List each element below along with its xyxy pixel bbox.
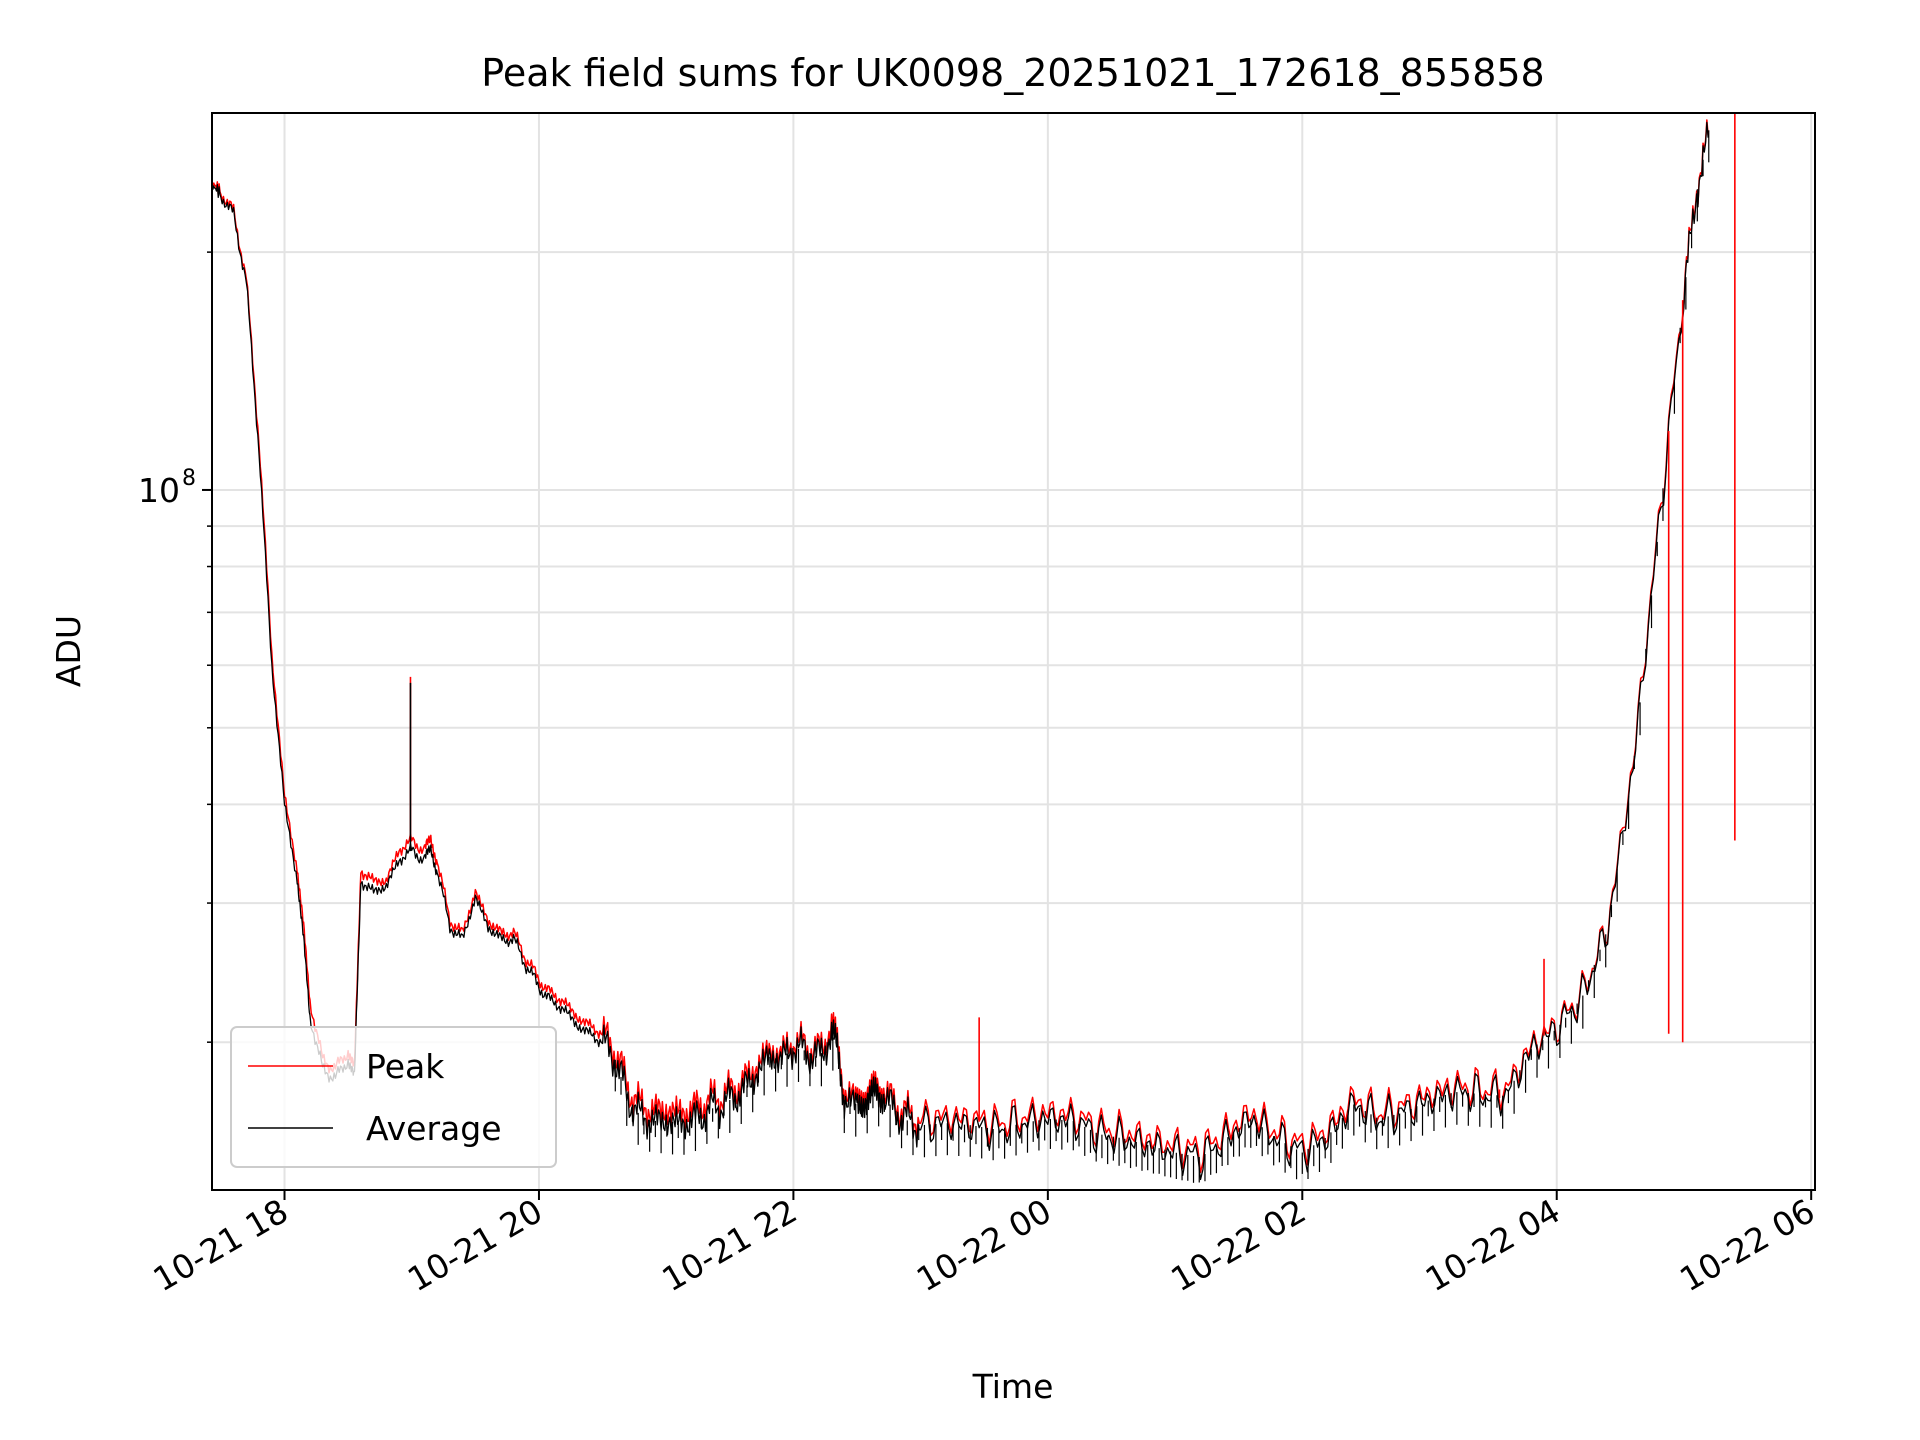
y-axis-label: ADU xyxy=(49,615,88,687)
series-line-average xyxy=(212,121,1709,1181)
plot-frame xyxy=(211,112,1816,1191)
x-tick-label: 10-21 22 xyxy=(655,1191,803,1299)
y-tick-label-exponent: 8 xyxy=(182,466,196,491)
x-tick-label: 10-22 06 xyxy=(1673,1191,1821,1299)
y-tick-label-base: 10 xyxy=(138,471,180,510)
legend-box xyxy=(230,1026,557,1168)
x-axis-label: Time xyxy=(972,1367,1054,1406)
x-tick-label: 10-21 18 xyxy=(147,1191,295,1299)
chart-title: Peak field sums for UK0098_20251021_1726… xyxy=(481,51,1544,95)
legend: Peak Average xyxy=(230,1026,557,1168)
x-tick-label: 10-21 20 xyxy=(401,1191,549,1299)
x-tick-label: 10-22 04 xyxy=(1419,1191,1567,1299)
legend-label-average: Average xyxy=(366,1109,502,1148)
x-tick-label: 10-22 00 xyxy=(910,1191,1058,1299)
legend-label-peak: Peak xyxy=(366,1047,445,1086)
series-layer xyxy=(212,113,1736,1183)
plot-area-background xyxy=(212,113,1815,1190)
x-tick-label: 10-22 02 xyxy=(1164,1191,1312,1299)
